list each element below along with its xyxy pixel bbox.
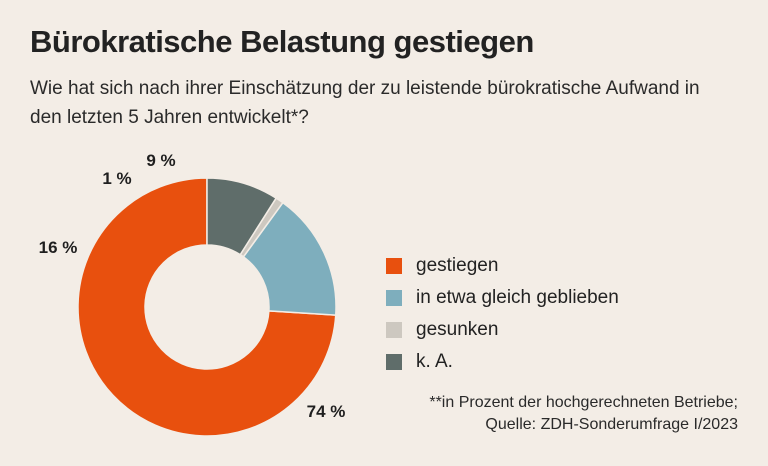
legend-item-gesunken: gesunken — [386, 314, 619, 346]
legend-label-ka: k. A. — [416, 351, 453, 372]
chart-legend: gestiegen in etwa gleich geblieben gesun… — [386, 250, 619, 378]
label-gleich: 16 % — [39, 238, 78, 257]
slice-gestiegen — [77, 177, 337, 437]
legend-item-ka: k. A. — [386, 346, 619, 378]
source-note: **in Prozent der hochgerechneten Betrieb… — [429, 392, 738, 436]
legend-swatch-gleich — [386, 290, 402, 306]
legend-swatch-ka — [386, 354, 402, 370]
label-gestiegen: 74 % — [307, 402, 346, 421]
legend-swatch-gesunken — [386, 322, 402, 338]
source-text: Quelle: ZDH-Sonderumfrage I/2023 — [485, 416, 738, 433]
legend-label-gesunken: gesunken — [416, 319, 499, 340]
label-gesunken: 1 % — [102, 169, 131, 188]
legend-label-gleich: in etwa gleich geblieben — [416, 287, 619, 308]
donut-chart: 74 % 16 % 1 % 9 % — [39, 151, 346, 437]
legend-swatch-gestiegen — [386, 258, 402, 274]
legend-item-gestiegen: gestiegen — [386, 250, 619, 282]
legend-label-gestiegen: gestiegen — [416, 255, 499, 276]
label-ka: 9 % — [146, 151, 175, 170]
chart-title: Bürokratische Belastung gestiegen — [30, 24, 534, 59]
legend-item-gleich: in etwa gleich geblieben — [386, 282, 619, 314]
note-text: **in Prozent der hochgerechneten Betrieb… — [429, 394, 738, 411]
chart-subtitle: Wie hat sich nach ihrer Einschätzung der… — [30, 78, 700, 128]
slice-ka — [206, 177, 278, 256]
